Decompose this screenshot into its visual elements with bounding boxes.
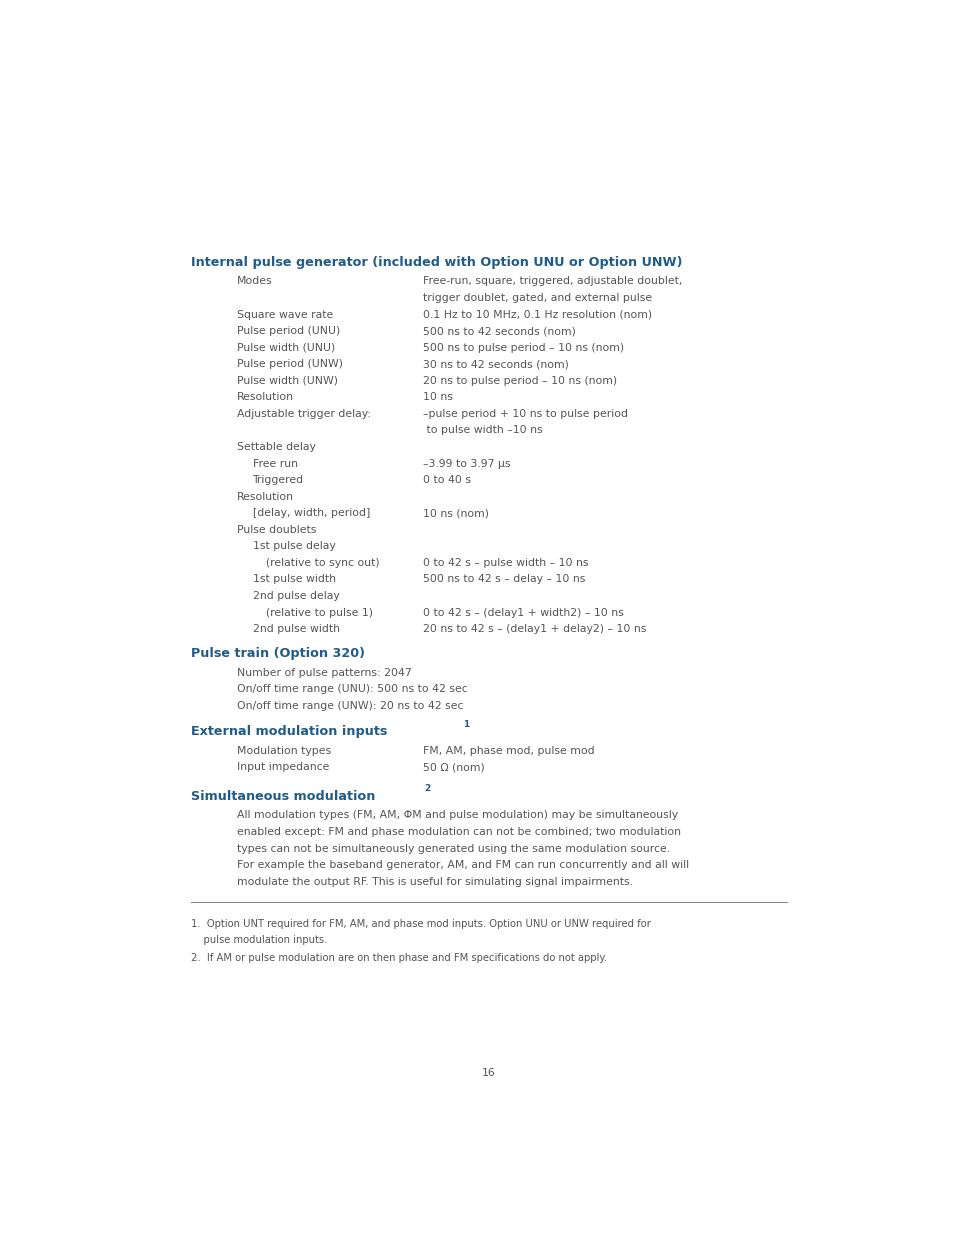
Text: enabled except: FM and phase modulation can not be combined; two modulation: enabled except: FM and phase modulation … [236, 827, 680, 837]
Text: Pulse width (UNU): Pulse width (UNU) [236, 342, 335, 353]
Text: modulate the output RF. This is useful for simulating signal impairments.: modulate the output RF. This is useful f… [236, 877, 633, 887]
Text: For example the baseband generator, AM, and FM can run concurrently and all will: For example the baseband generator, AM, … [236, 860, 688, 871]
Text: Input impedance: Input impedance [236, 762, 329, 772]
Text: to pulse width –10 ns: to pulse width –10 ns [422, 425, 542, 436]
Text: Pulse width (UNW): Pulse width (UNW) [236, 375, 337, 385]
Text: 1st pulse delay: 1st pulse delay [253, 541, 335, 551]
Text: 2.  If AM or pulse modulation are on then phase and FM specifications do not app: 2. If AM or pulse modulation are on then… [191, 953, 606, 963]
Text: 1.  Option UNT required for FM, AM, and phase mod inputs. Option UNU or UNW requ: 1. Option UNT required for FM, AM, and p… [191, 919, 650, 930]
Text: Internal pulse generator (included with Option UNU or Option UNW): Internal pulse generator (included with … [191, 256, 681, 269]
Text: All modulation types (FM, AM, ΦM and pulse modulation) may be simultaneously: All modulation types (FM, AM, ΦM and pul… [236, 810, 678, 820]
Text: Number of pulse patterns: 2047: Number of pulse patterns: 2047 [236, 668, 412, 678]
Text: 20 ns to 42 s – (delay1 + delay2) – 10 ns: 20 ns to 42 s – (delay1 + delay2) – 10 n… [422, 624, 646, 634]
Text: 10 ns (nom): 10 ns (nom) [422, 508, 489, 519]
Text: Simultaneous modulation: Simultaneous modulation [191, 789, 379, 803]
Text: Pulse period (UNU): Pulse period (UNU) [236, 326, 340, 336]
Text: 0 to 40 s: 0 to 40 s [422, 475, 471, 485]
Text: –pulse period + 10 ns to pulse period: –pulse period + 10 ns to pulse period [422, 409, 627, 419]
Text: 0 to 42 s – (delay1 + width2) – 10 ns: 0 to 42 s – (delay1 + width2) – 10 ns [422, 608, 623, 618]
Text: 2: 2 [423, 784, 430, 793]
Text: On/off time range (UNU): 500 ns to 42 sec: On/off time range (UNU): 500 ns to 42 se… [236, 684, 467, 694]
Text: 500 ns to 42 seconds (nom): 500 ns to 42 seconds (nom) [422, 326, 576, 336]
Text: Square wave rate: Square wave rate [236, 310, 333, 320]
Text: Modes: Modes [236, 277, 273, 287]
Text: 500 ns to 42 s – delay – 10 ns: 500 ns to 42 s – delay – 10 ns [422, 574, 585, 584]
Text: 500 ns to pulse period – 10 ns (nom): 500 ns to pulse period – 10 ns (nom) [422, 342, 623, 353]
Text: 1: 1 [463, 720, 469, 729]
Text: types can not be simultaneously generated using the same modulation source.: types can not be simultaneously generate… [236, 844, 669, 853]
Text: 50 Ω (nom): 50 Ω (nom) [422, 762, 484, 772]
Text: Free run: Free run [253, 458, 297, 468]
Text: (relative to sync out): (relative to sync out) [266, 558, 379, 568]
Text: 0 to 42 s – pulse width – 10 ns: 0 to 42 s – pulse width – 10 ns [422, 558, 588, 568]
Text: 16: 16 [481, 1067, 496, 1078]
Text: On/off time range (UNW): 20 ns to 42 sec: On/off time range (UNW): 20 ns to 42 sec [236, 700, 463, 710]
Text: –3.99 to 3.97 μs: –3.99 to 3.97 μs [422, 458, 510, 468]
Text: 2nd pulse width: 2nd pulse width [253, 624, 339, 634]
Text: Pulse doublets: Pulse doublets [236, 525, 316, 535]
Text: Resolution: Resolution [236, 492, 294, 501]
Text: Resolution: Resolution [236, 393, 294, 403]
Text: trigger doublet, gated, and external pulse: trigger doublet, gated, and external pul… [422, 293, 652, 303]
Text: pulse modulation inputs.: pulse modulation inputs. [191, 935, 327, 945]
Text: Settable delay: Settable delay [236, 442, 315, 452]
Text: 1st pulse width: 1st pulse width [253, 574, 335, 584]
Text: FM, AM, phase mod, pulse mod: FM, AM, phase mod, pulse mod [422, 746, 594, 756]
Text: 30 ns to 42 seconds (nom): 30 ns to 42 seconds (nom) [422, 359, 568, 369]
Text: 10 ns: 10 ns [422, 393, 453, 403]
Text: 0.1 Hz to 10 MHz, 0.1 Hz resolution (nom): 0.1 Hz to 10 MHz, 0.1 Hz resolution (nom… [422, 310, 652, 320]
Text: Free-run, square, triggered, adjustable doublet,: Free-run, square, triggered, adjustable … [422, 277, 681, 287]
Text: Adjustable trigger delay:: Adjustable trigger delay: [236, 409, 371, 419]
Text: Triggered: Triggered [253, 475, 303, 485]
Text: Pulse period (UNW): Pulse period (UNW) [236, 359, 343, 369]
Text: 20 ns to pulse period – 10 ns (nom): 20 ns to pulse period – 10 ns (nom) [422, 375, 617, 385]
Text: (relative to pulse 1): (relative to pulse 1) [266, 608, 374, 618]
Text: Modulation types: Modulation types [236, 746, 331, 756]
Text: [delay, width, period]: [delay, width, period] [253, 508, 370, 519]
Text: External modulation inputs: External modulation inputs [191, 725, 391, 739]
Text: Pulse train (Option 320): Pulse train (Option 320) [191, 647, 364, 659]
Text: 2nd pulse delay: 2nd pulse delay [253, 592, 339, 601]
